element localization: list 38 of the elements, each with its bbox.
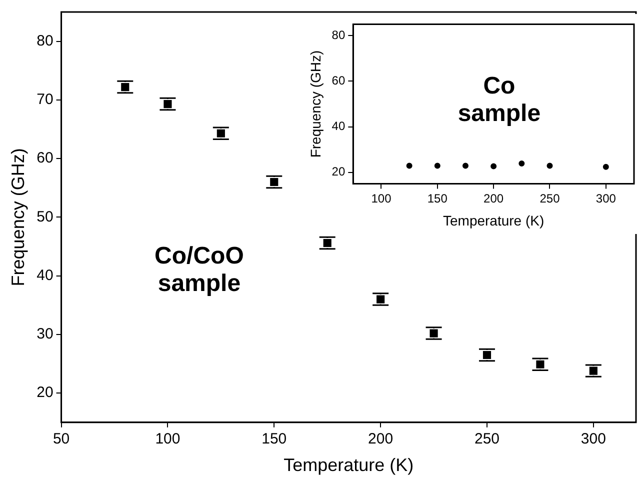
point bbox=[323, 238, 332, 248]
point bbox=[270, 178, 278, 186]
point bbox=[376, 295, 385, 304]
x-tick-label: 200 bbox=[368, 430, 394, 448]
y-tick-label: 80 bbox=[332, 28, 346, 42]
x-tick-label: 150 bbox=[427, 191, 448, 206]
x-tick-label: 250 bbox=[474, 430, 500, 448]
y-tick-label: 20 bbox=[332, 164, 346, 179]
x-tick-label: 250 bbox=[540, 191, 560, 206]
point bbox=[589, 366, 598, 375]
point bbox=[121, 83, 130, 92]
point bbox=[482, 350, 492, 360]
annotation: Co sample bbox=[458, 72, 541, 128]
y-tick-label: 60 bbox=[36, 150, 54, 167]
x-tick-label: 300 bbox=[596, 191, 616, 206]
x-tick-label: 300 bbox=[580, 430, 606, 448]
x-tick-label: 150 bbox=[262, 430, 287, 448]
point bbox=[164, 100, 172, 108]
point bbox=[216, 129, 225, 138]
y-tick-label: 70 bbox=[36, 91, 54, 108]
x-axis-title: Temperature (K) bbox=[284, 455, 414, 476]
y-axis-title: Frequency (GHz) bbox=[307, 50, 324, 158]
point bbox=[430, 329, 438, 338]
y-tick-label: 30 bbox=[36, 326, 54, 343]
y-tick-label: 50 bbox=[36, 208, 54, 226]
x-tick-label: 100 bbox=[155, 430, 180, 448]
x-tick-label: 200 bbox=[484, 191, 504, 206]
y-axis-title: Frequency (GHz) bbox=[8, 148, 28, 286]
y-tick-label: 80 bbox=[36, 32, 54, 50]
annotation: Co/CoO sample bbox=[154, 242, 244, 297]
y-tick-label: 20 bbox=[36, 384, 54, 402]
x-axis-title: Temperature (K) bbox=[442, 212, 544, 228]
y-tick-label: 40 bbox=[36, 266, 54, 284]
x-tick-label: 100 bbox=[371, 191, 392, 206]
point bbox=[536, 360, 544, 368]
y-tick-label: 60 bbox=[332, 74, 346, 88]
y-tick-label: 40 bbox=[332, 119, 346, 134]
x-tick-label: 50 bbox=[52, 430, 70, 448]
